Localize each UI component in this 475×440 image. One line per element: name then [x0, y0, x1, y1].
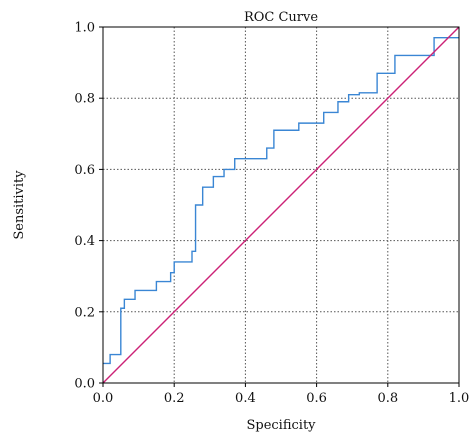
tick-marks — [99, 26, 460, 387]
y-axis-title: Sensitivity — [12, 170, 27, 240]
y-tick-label: 0.4 — [74, 234, 95, 249]
y-tick-labels: 0.0 0.2 0.4 0.6 0.8 1.0 — [74, 21, 95, 392]
y-tick-label: 0.8 — [74, 92, 95, 107]
x-tick-label: 1.0 — [449, 391, 470, 406]
x-tick-label: 0.4 — [235, 391, 256, 406]
reference-diagonal-line — [102, 26, 460, 384]
x-tick-label: 0.6 — [306, 391, 327, 406]
roc-curve-line — [103, 36, 459, 365]
x-tick-label: 0.0 — [93, 391, 114, 406]
plot-frame — [102, 26, 460, 384]
x-tick-label: 0.8 — [377, 391, 398, 406]
y-tick-label: 0.6 — [74, 163, 95, 178]
x-axis-title: Specificity — [246, 418, 316, 433]
y-tick-label: 0.0 — [74, 377, 95, 392]
x-tick-label: 0.2 — [164, 391, 185, 406]
x-tick-labels: 0.0 0.2 0.4 0.6 0.8 1.0 — [93, 391, 470, 406]
chart-title: ROC Curve — [244, 10, 318, 25]
series-layer — [102, 26, 460, 384]
y-tick-label: 0.2 — [74, 305, 95, 320]
y-tick-label: 1.0 — [74, 21, 95, 36]
